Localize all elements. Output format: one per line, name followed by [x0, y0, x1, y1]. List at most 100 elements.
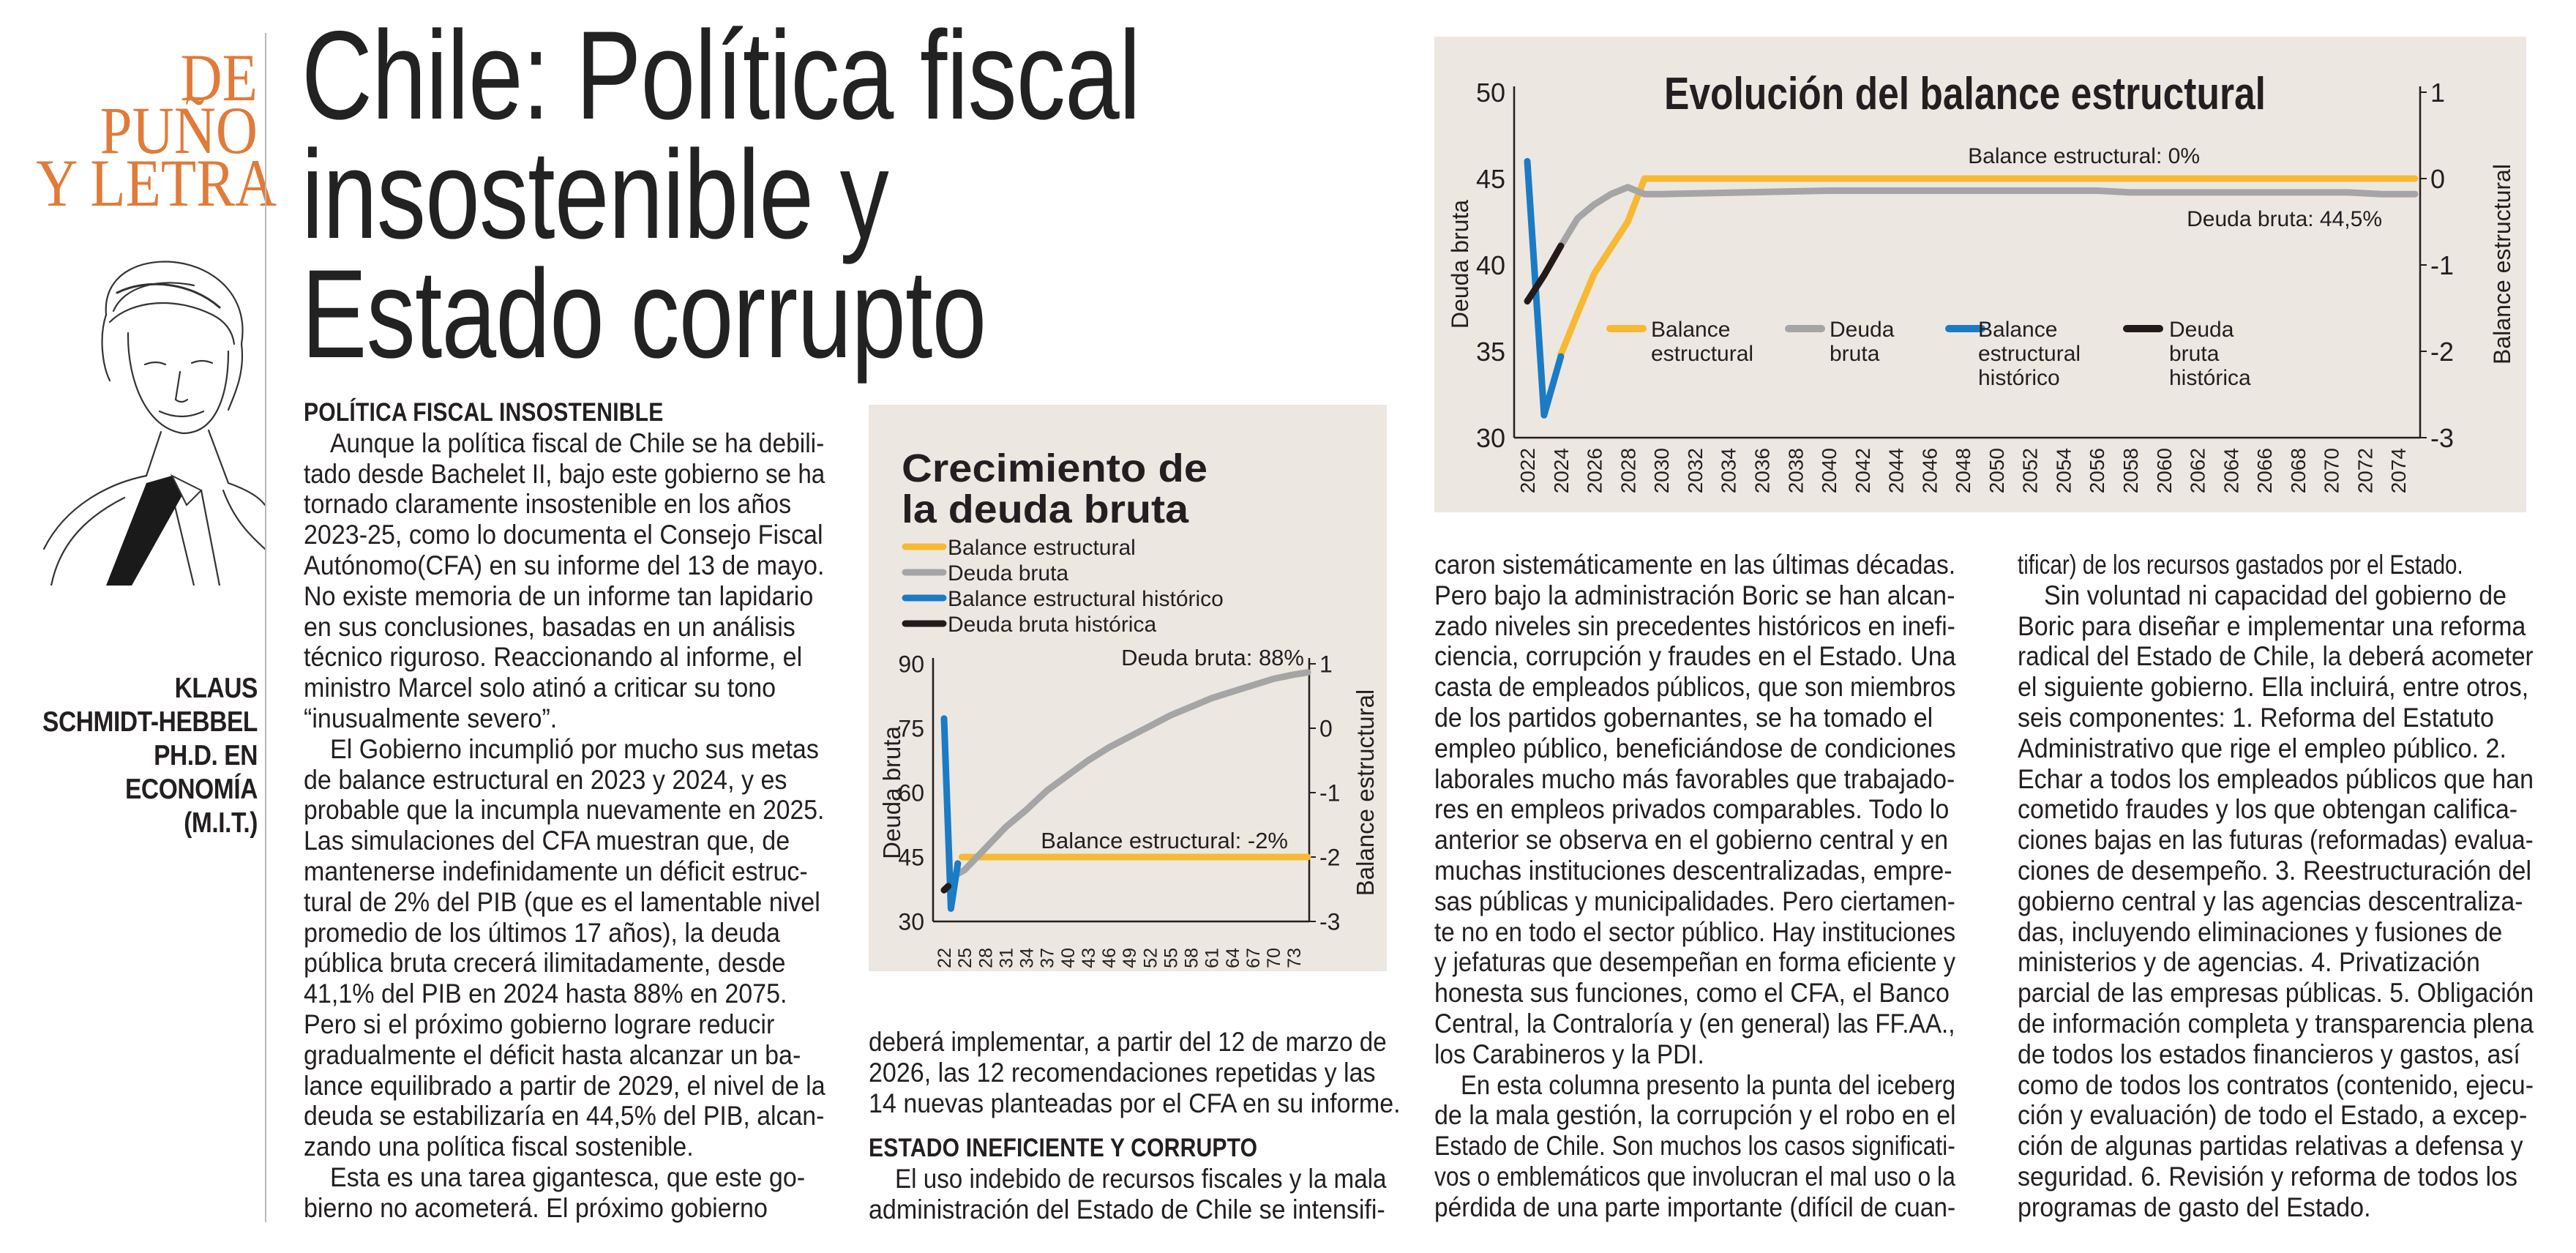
text-line: tado desde Bachelet II, bajo este gobier…	[304, 459, 825, 490]
y-tick-label: 45	[1476, 164, 1505, 194]
series-line-3	[940, 883, 952, 894]
text-line: res en empleos privados comparables. Tod…	[1434, 794, 1955, 825]
text-line-content: bierno no acometerá. El próximo gobierno	[304, 1192, 768, 1223]
section-heading-text: ESTADO INEFICIENTE Y CORRUPTO	[869, 1134, 1258, 1163]
text-line: Estado de Chile. Son muchos los casos si…	[1434, 1131, 1955, 1162]
text-line-content: tado desde Bachelet II, bajo este gobier…	[304, 458, 825, 489]
text-line-content: lance equilibrado a partir de 2029, el n…	[304, 1070, 825, 1101]
y-tick-label: 90	[898, 651, 924, 678]
x-tick-label: 2044	[1885, 448, 1908, 493]
text-line-content: Aunque la política fiscal de Chile se ha…	[330, 427, 825, 458]
article-column-1: POLÍTICA FISCAL INSOSTENIBLE Aunque la po…	[304, 397, 825, 1224]
author-portrait-illustration	[42, 261, 265, 586]
annotation: Deuda bruta: 44,5%	[2187, 207, 2382, 231]
x-tick-label: 2062	[2187, 448, 2209, 493]
x-tick-label: 2022	[1516, 448, 1539, 493]
x-tick-label: 40	[1058, 948, 1079, 968]
text-line: de balance estructural en 2023 y 2024, y…	[304, 765, 825, 796]
paragraph: El Gobierno incumplió por mucho sus meta…	[304, 734, 825, 1162]
text-line: Pero bajo la administración Boric se han…	[1434, 580, 1955, 611]
text-line-content: Sin voluntad ni capacidad del gobierno d…	[2044, 580, 2507, 610]
column-divider	[265, 33, 266, 1222]
y2-axis-title: Balance estructural	[2489, 164, 2515, 364]
text-line: anterior se observa en el gobierno centr…	[1434, 825, 1955, 856]
y-tick-label: 30	[1476, 423, 1505, 453]
x-tick-label: 2040	[1818, 448, 1841, 493]
text-line-content: técnico riguroso. Reaccionando al inform…	[304, 642, 803, 673]
text-line: ciones bajas en las futuras (reformadas)…	[2018, 825, 2534, 856]
text-line: sas públicas y municipalidades. Pero cie…	[1434, 886, 1955, 917]
y-axis-title: Deuda bruta	[878, 726, 905, 859]
paragraph: En esta columna presento la punta del ic…	[1434, 1070, 1956, 1223]
legend-label: Balance	[1978, 318, 2057, 342]
text-line: laborales mucho más favorables que traba…	[1434, 764, 1955, 795]
y-tick-label: 40	[1476, 250, 1505, 280]
y2-tick-label: -2	[1319, 845, 1340, 871]
text-line-content: Pero si el próximo gobierno lograre redu…	[304, 1009, 775, 1039]
text-line: tornado claramente insostenible en los a…	[304, 489, 825, 520]
text-line-content: seguridad. 6. Revisión y reforma de todo…	[2018, 1161, 2518, 1192]
y2-tick-label: -2	[2430, 337, 2454, 367]
text-line: Central, la Contraloría y (en general) l…	[1434, 1009, 1955, 1039]
text-line: zado niveles sin precedentes históricos …	[1434, 611, 1955, 642]
y-tick-label: 50	[1476, 78, 1505, 108]
x-tick-label: 2064	[2220, 448, 2242, 493]
text-line: mantenerse indefinidamente un déficit es…	[304, 856, 825, 887]
y2-tick-label: -1	[2430, 250, 2454, 280]
series-line-2	[940, 715, 962, 912]
x-tick-label: 2042	[1852, 448, 1874, 493]
text-line: los Carabineros y la PDI.	[1434, 1039, 1955, 1070]
text-line: 14 nuevas planteadas por el CFA en su in…	[869, 1088, 1401, 1119]
text-line: bierno no acometerá. El próximo gobierno	[304, 1193, 825, 1224]
text-line: radical del Estado de Chile, la deberá a…	[2018, 641, 2534, 672]
legend-label: histórico	[1978, 366, 2060, 390]
legend-label: estructural	[1978, 342, 2081, 366]
text-line: ministerios y de agencias. 4. Privatizac…	[2018, 947, 2534, 978]
text-line-content: laborales mucho más favorables que traba…	[1434, 763, 1955, 794]
text-line: Autónomo(CFA) en su informe del 13 de ma…	[304, 550, 825, 581]
text-line: seis componentes: 1. Reforma del Estatut…	[2018, 703, 2534, 733]
text-line: deuda se estabilizaría en 44,5% del PIB,…	[304, 1101, 825, 1132]
text-line-content: ciencia, corrupción y fraudes en el Esta…	[1434, 641, 1956, 672]
legend-label: Balance	[1651, 318, 1730, 342]
text-line-content: cometido fraudes y los que obtengan cali…	[2018, 794, 2518, 825]
text-line-content: de información completa y transparencia …	[2018, 1008, 2534, 1039]
text-line: ción de algunas partidas relativas a def…	[2018, 1131, 2534, 1162]
text-line: promedio de los últimos 17 años), la deu…	[304, 918, 825, 949]
text-line: de la mala gestión, la corrupción y el r…	[1434, 1100, 1956, 1131]
x-tick-label: 22	[935, 948, 955, 968]
chart-svg: 90 75 60 45 30 1 0 -1 -2 -3 22 25 28 31 34 37 40 43 46 49 52…	[878, 446, 1379, 968]
x-tick-label: 2056	[2086, 448, 2108, 493]
text-line: Sin voluntad ni capacidad del gobierno d…	[2018, 580, 2534, 611]
text-line: deberá implementar, a partir del 12 de m…	[869, 1027, 1387, 1058]
y-tick-label: 35	[1476, 337, 1505, 367]
text-line: como de todos los contratos (contenido, …	[2018, 1070, 2534, 1101]
x-tick-label: 2046	[1918, 448, 1941, 493]
headline-line: insostenible y	[302, 124, 889, 265]
paragraph: El uso indebido de recursos fiscales y l…	[869, 1164, 1387, 1225]
text-line: Las simulaciones del CFA muestran que, d…	[304, 826, 825, 856]
x-tick-label: 28	[976, 948, 996, 968]
y2-tick-label: -3	[1319, 909, 1340, 935]
series-line-1	[954, 669, 1311, 878]
text-line: tificar) de los recursos gastados por el…	[2018, 550, 2534, 580]
text-line: y jefaturas que desempeñan en forma efic…	[1434, 947, 1955, 978]
article-column-2: deberá implementar, a partir del 12 de m…	[869, 1027, 1401, 1225]
text-line-content: Esta es una tarea gigantesca, que este g…	[330, 1162, 806, 1192]
headline-line: Chile: Política fiscal	[302, 5, 1141, 146]
paragraph: deberá implementar, a partir del 12 de m…	[869, 1027, 1401, 1119]
author-byline: KLAUS SCHMIDT-HEBBEL PH.D. EN ECONOMÍA (…	[0, 672, 258, 840]
x-tick-label: 2032	[1684, 448, 1707, 493]
text-line-content: 2026, las 12 recomendaciones repetidas y…	[869, 1057, 1376, 1088]
text-line: técnico riguroso. Reaccionando al inform…	[304, 642, 825, 673]
text-line: seguridad. 6. Revisión y reforma de todo…	[2018, 1162, 2534, 1192]
section-title-line: PUÑO	[100, 93, 258, 168]
x-tick-label: 2072	[2354, 448, 2376, 493]
x-tick-label: 43	[1079, 948, 1099, 968]
chart-title: Evolución del balance estructural	[1664, 69, 2266, 119]
y2-tick-label: 1	[1319, 651, 1333, 678]
x-tick-label: 2024	[1550, 448, 1573, 493]
text-line-content: ción de algunas partidas relativas a def…	[2018, 1131, 2523, 1162]
byline-line: (M.I.T.)	[184, 807, 258, 839]
text-line-content: Autónomo(CFA) en su informe del 13 de ma…	[304, 550, 825, 580]
